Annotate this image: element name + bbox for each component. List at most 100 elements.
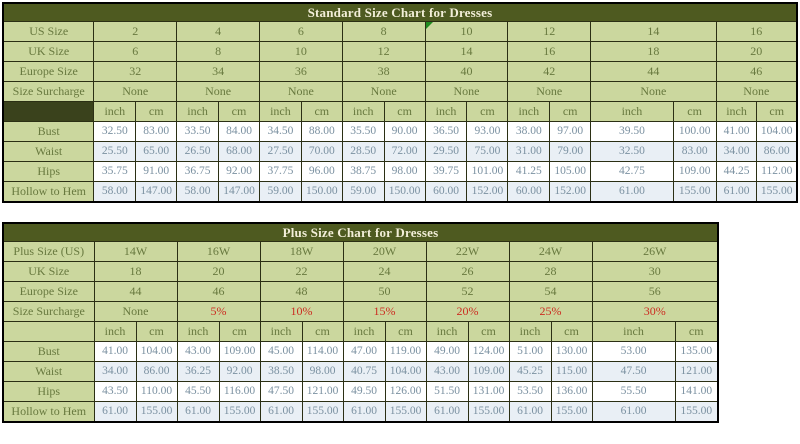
info-value-cell: 28 — [508, 261, 593, 282]
measurement-value: 61.00 — [176, 401, 220, 423]
measurement-value: 131.00 — [467, 381, 510, 402]
measurement-value: 47.50 — [591, 361, 676, 382]
info-value-cell: 24W — [508, 241, 593, 262]
unit-label-cm: cm — [549, 101, 592, 122]
info-value-cell: 32 — [93, 61, 178, 82]
measurement-value: 92.00 — [218, 361, 261, 382]
info-value-cell: None — [93, 81, 178, 102]
info-value: 16 — [750, 24, 763, 38]
info-value: 14 — [647, 24, 660, 38]
table-row: Hips 35.75 91.00 36.75 92.00 37.75 96.00 38.75 9… — [2, 161, 798, 182]
table-row: inch cm inch cm inch cm inch cm inch cm inch cm inch… — [2, 101, 798, 122]
measurement-value: 75.00 — [466, 141, 509, 162]
measurement-value: 42.75 — [590, 161, 674, 182]
measurement-value: 147.00 — [135, 181, 178, 203]
unit-label-inch: inch — [342, 321, 386, 342]
unit-label-inch: inch — [715, 101, 758, 122]
measurement-value: 34.00 — [715, 141, 758, 162]
info-value: None — [287, 84, 314, 98]
row-label: US Size — [2, 21, 95, 42]
measurement-value: 147.00 — [218, 181, 260, 203]
info-value-cell: 40 — [424, 61, 509, 82]
info-value: 24W — [538, 244, 563, 258]
measurement-value: 51.00 — [508, 341, 552, 362]
unit-label-cm: cm — [383, 101, 426, 122]
unit-row-spacer — [2, 321, 95, 342]
info-value: None — [122, 304, 149, 318]
standard-size-chart-table: Standard Size Chart for Dresses US Size 2 4… — [2, 2, 798, 203]
measurement-value: 98.00 — [301, 361, 344, 382]
measurement-value: 91.00 — [135, 161, 178, 182]
info-value-cell: 46 — [715, 61, 798, 82]
unit-label-cm: cm — [218, 101, 260, 122]
info-value: 30% — [643, 304, 666, 318]
measurement-value: 86.00 — [756, 141, 798, 162]
info-value: 36 — [294, 64, 307, 78]
measurement-value: 25.50 — [93, 141, 137, 162]
measurement-value: 27.50 — [258, 141, 302, 162]
measurement-value: 61.00 — [259, 401, 303, 423]
measurement-value: 98.00 — [383, 161, 426, 182]
info-value-cell: 8 — [341, 21, 426, 42]
table-row: Size Surcharge None 5% 10% 15% 20% 25% 30% — [2, 301, 719, 322]
plus-size-chart-table: Plus Size Chart for Dresses Plus Size (US… — [2, 222, 719, 423]
measurement-value: 136.00 — [550, 381, 593, 402]
chart-title: Plus Size Chart for Dresses — [2, 222, 719, 242]
info-value-cell: 36 — [258, 61, 343, 82]
info-value: 38 — [377, 64, 390, 78]
unit-label-inch: inch — [425, 321, 469, 342]
measurement-value: 109.00 — [467, 361, 510, 382]
measurement-value: 104.00 — [756, 121, 798, 142]
table-row: Europe Size 44 46 48 50 52 54 56 — [2, 281, 719, 302]
cell-note-marker-icon — [426, 22, 433, 29]
info-value-cell: 5% — [176, 301, 261, 322]
measurement-value: 32.50 — [590, 141, 674, 162]
table-row: Plus Size Chart for Dresses — [2, 222, 719, 242]
measurement-value: 45.00 — [259, 341, 303, 362]
info-value: 6 — [297, 24, 304, 38]
info-value: None — [536, 84, 563, 98]
measurement-value: 104.00 — [135, 341, 178, 362]
row-label: Waist — [2, 141, 95, 162]
measurement-value: 51.50 — [425, 381, 469, 402]
info-value: 18W — [289, 244, 314, 258]
measurement-value: 150.00 — [383, 181, 426, 203]
unit-label-inch: inch — [591, 321, 676, 342]
info-value-cell: 22W — [425, 241, 510, 262]
measurement-value: 112.00 — [756, 161, 798, 182]
measurement-value: 38.50 — [259, 361, 303, 382]
measurement-value: 155.00 — [467, 401, 510, 423]
info-value-cell: 15% — [342, 301, 427, 322]
info-value: 52 — [461, 284, 474, 298]
measurement-value: 33.50 — [176, 121, 220, 142]
measurement-value: 97.00 — [549, 121, 592, 142]
measurement-value: 152.00 — [549, 181, 592, 203]
info-value: 12 — [543, 24, 556, 38]
unit-label-inch: inch — [259, 321, 303, 342]
info-value-cell: 2 — [93, 21, 178, 42]
measurement-value: 61.00 — [508, 401, 552, 423]
unit-label-cm: cm — [135, 101, 178, 122]
measurement-value: 121.00 — [301, 381, 344, 402]
measurement-value: 155.00 — [756, 181, 798, 203]
measurement-value: 121.00 — [674, 361, 719, 382]
table-row: inch cm inch cm inch cm inch cm inch cm inch cm inch… — [2, 321, 719, 342]
info-value-cell: None — [590, 81, 717, 102]
measurement-value: 55.50 — [591, 381, 676, 402]
measurement-value: 115.00 — [550, 361, 593, 382]
info-value: 5% — [210, 304, 227, 318]
info-value-cell: 14 — [590, 21, 717, 42]
table-row: UK Size 6 8 10 12 14 16 18 20 — [2, 41, 798, 62]
measurement-value: 58.00 — [176, 181, 220, 203]
measurement-value: 38.75 — [341, 161, 385, 182]
info-value: 42 — [543, 64, 556, 78]
info-value-cell: None — [507, 81, 592, 102]
row-label: UK Size — [2, 261, 95, 282]
measurement-value: 61.00 — [342, 401, 386, 423]
measurement-value: 45.50 — [176, 381, 220, 402]
measurement-value: 61.00 — [93, 401, 137, 423]
measurement-value: 43.00 — [176, 341, 220, 362]
info-value-cell: 10 — [258, 41, 343, 62]
unit-label-inch: inch — [507, 101, 551, 122]
